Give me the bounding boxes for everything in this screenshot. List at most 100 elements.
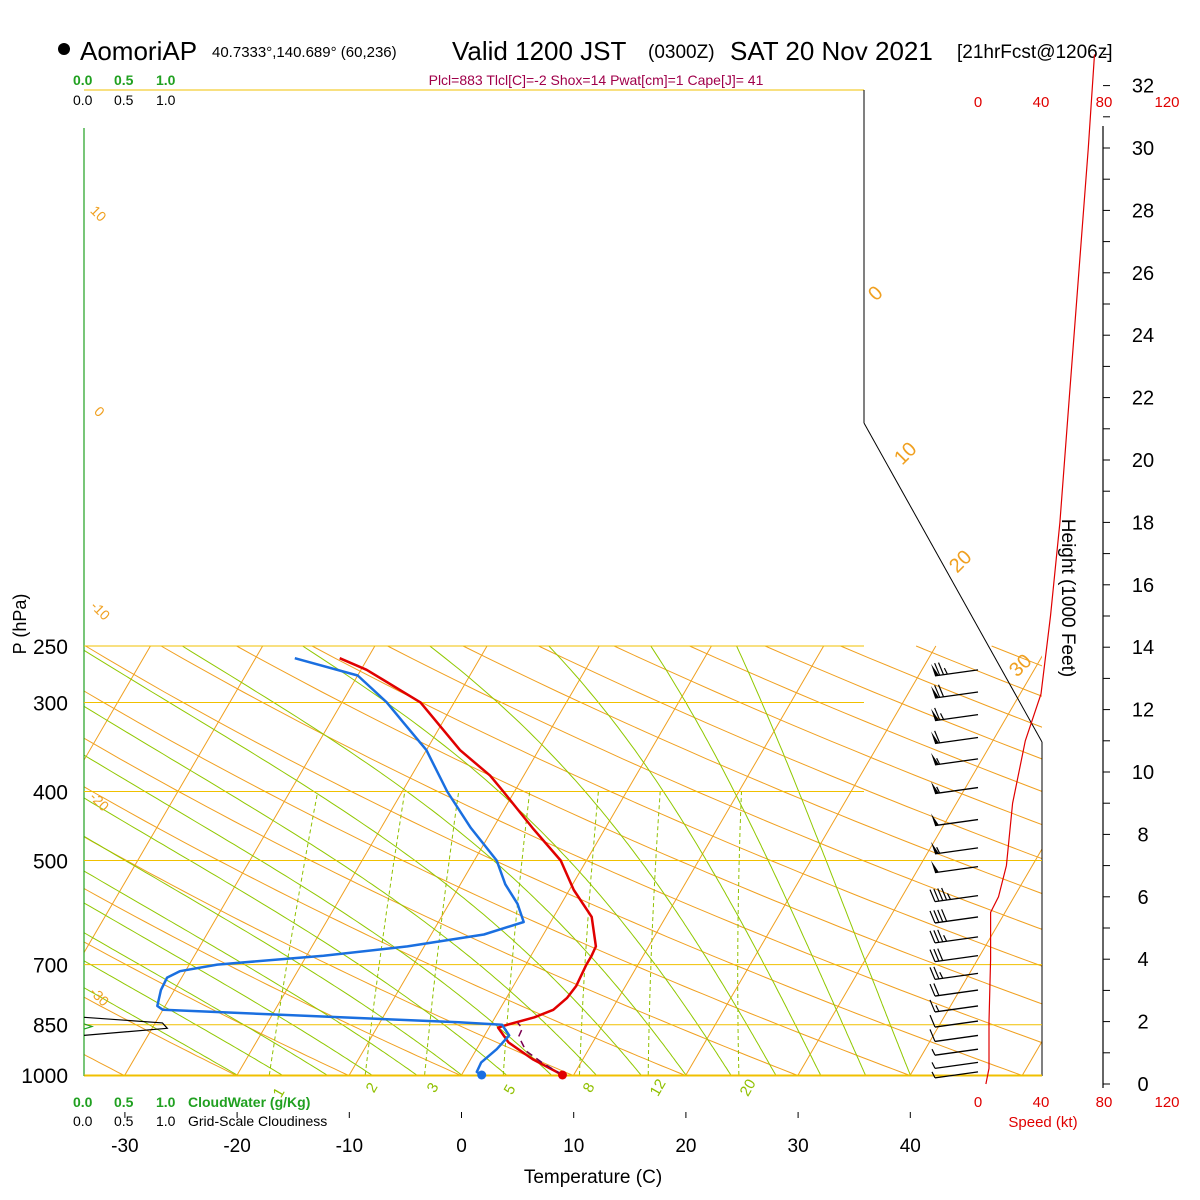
wind-barb (929, 999, 979, 1013)
top-cloudiness-label-2: 1.0 (156, 92, 176, 108)
wind-barb (929, 948, 979, 963)
height-tick-label: 8 (1137, 824, 1148, 846)
wind-speed-line (985, 54, 1096, 1085)
speed-axis-label: Speed (kt) (1008, 1114, 1077, 1131)
height-tick-label: 0 (1137, 1074, 1148, 1096)
moist-adiabat-line (302, 645, 732, 1076)
cloudiness-line (83, 1016, 169, 1036)
bottom-cloudiness-label-1: 0.5 (114, 1113, 134, 1129)
mixing-ratio-label: 5 (501, 1082, 520, 1098)
sounding-series (156, 656, 598, 1076)
cloud-water-line (83, 1023, 94, 1030)
dry-adiabat-line (160, 645, 1042, 1044)
isotherm-label: -20 (87, 789, 113, 815)
wind-barb (929, 929, 979, 944)
temperature-tick-label: 20 (675, 1136, 696, 1157)
dry-adiabat-line (0, 646, 11, 1075)
isotherm-label: 10 (87, 202, 109, 224)
speed-tick-label: 40 (1033, 94, 1050, 111)
speed-tick-label: 0 (974, 1094, 982, 1111)
isotherm-label: -10 (88, 598, 114, 624)
height-tick-label: 28 (1132, 200, 1154, 222)
wind-barb (931, 730, 979, 745)
dry-adiabat-line (84, 941, 348, 1076)
height-tick-label: 18 (1132, 512, 1154, 534)
top-cloudiness-label-0: 0.0 (73, 92, 93, 108)
dry-adiabat-line (387, 645, 1042, 930)
height-tick-label: 10 (1132, 762, 1154, 784)
height-tick-label: 30 (1132, 138, 1154, 160)
height-tick-label: 2 (1137, 1012, 1148, 1034)
surface-points (477, 1070, 567, 1080)
moist-adiabat-line (84, 960, 283, 1076)
temperature-ticks: -30 -20 -10 0 10 20 30 40 (111, 1112, 921, 1157)
bottom-water-label-2: 1.0 (156, 1094, 176, 1110)
wind-barb (929, 983, 979, 997)
isotherm-label: 30 (1005, 650, 1036, 681)
temperature-surface-point (557, 1070, 567, 1080)
moist-adiabat-line (182, 645, 687, 1076)
forecast-label: [21hrFcst@1206z] (957, 42, 1113, 63)
bottom-cloudiness-label-2: 1.0 (156, 1113, 176, 1129)
height-tick-label: 20 (1132, 450, 1154, 472)
wind-barb (931, 1071, 979, 1079)
dry-adiabat-line (84, 836, 573, 1076)
speed-tick-label: 120 (1154, 1094, 1179, 1111)
pressure-tick-label: 400 (33, 781, 68, 804)
wind-barb (929, 966, 979, 980)
temperature-tick-label: -30 (111, 1136, 138, 1157)
dewpoint-surface-point (477, 1070, 487, 1080)
dry-adiabat-line (84, 996, 236, 1076)
speed-tick-label: 0 (974, 94, 982, 111)
speed-tick-label: 40 (1033, 1094, 1050, 1111)
cloudiness-title: Grid-Scale Cloudiness (188, 1113, 327, 1129)
wind-barb (931, 662, 979, 677)
mixing-ratio-label: 8 (580, 1080, 599, 1096)
height-tick-label: 14 (1132, 637, 1154, 659)
dry-adiabat-line (84, 887, 461, 1076)
dry-adiabat-line (85, 645, 1021, 1076)
dry-adiabat-line (84, 786, 685, 1076)
speed-tick-label: 80 (1096, 1094, 1113, 1111)
moist-adiabat-line (84, 870, 417, 1076)
pressure-tick-label: 300 (33, 692, 68, 715)
mixing-ratio-label: 12 (647, 1076, 670, 1099)
wind-barb (929, 909, 979, 924)
height-tick-label: 12 (1132, 700, 1154, 722)
cloud-water-title: CloudWater (g/Kg) (188, 1094, 310, 1110)
isotherm-label: 10 (890, 438, 921, 469)
wind-barbs (929, 662, 979, 1079)
wind-barb (931, 752, 979, 766)
dry-adiabat-line (538, 645, 1042, 860)
valid-time-zulu: (0300Z) (648, 42, 715, 63)
mixing-ratio-label: 3 (424, 1080, 443, 1096)
isotherm-label: 0 (91, 403, 108, 420)
pressure-tick-label: 850 (33, 1015, 68, 1038)
dewpoint-line (156, 656, 525, 1076)
mixing-ratio-label: 2 (363, 1080, 382, 1096)
moist-adiabat-line (736, 645, 911, 1076)
parcel-indices: Plcl=883 Tlcl[C]=-2 Shox=14 Pwat[cm]=1 C… (429, 72, 764, 88)
station-name: AomoriAP (80, 36, 197, 66)
valid-time: Valid 1200 JST (452, 36, 627, 66)
isotherm-label: 0 (864, 282, 887, 305)
dry-adiabat-line (84, 737, 797, 1076)
wind-barb (929, 1014, 979, 1028)
mixing-ratio-line (737, 791, 742, 1076)
height-tick-label: 32 (1132, 76, 1154, 98)
top-water-label-1: 0.5 (114, 72, 134, 88)
height-tick-label: 6 (1137, 887, 1148, 909)
speed-tick-label: 80 (1096, 94, 1113, 111)
height-tick-label: 4 (1137, 949, 1148, 971)
top-water-label-0: 0.0 (73, 72, 93, 88)
moist-adiabat-line (84, 754, 552, 1076)
temperature-tick-label: 40 (900, 1136, 921, 1157)
wind-barb (931, 684, 979, 699)
temperature-tick-label: 0 (456, 1136, 467, 1157)
temperature-tick-label: -10 (336, 1136, 363, 1157)
wind-speed-layer (985, 54, 1096, 1085)
dry-adiabat-line (689, 645, 1042, 792)
